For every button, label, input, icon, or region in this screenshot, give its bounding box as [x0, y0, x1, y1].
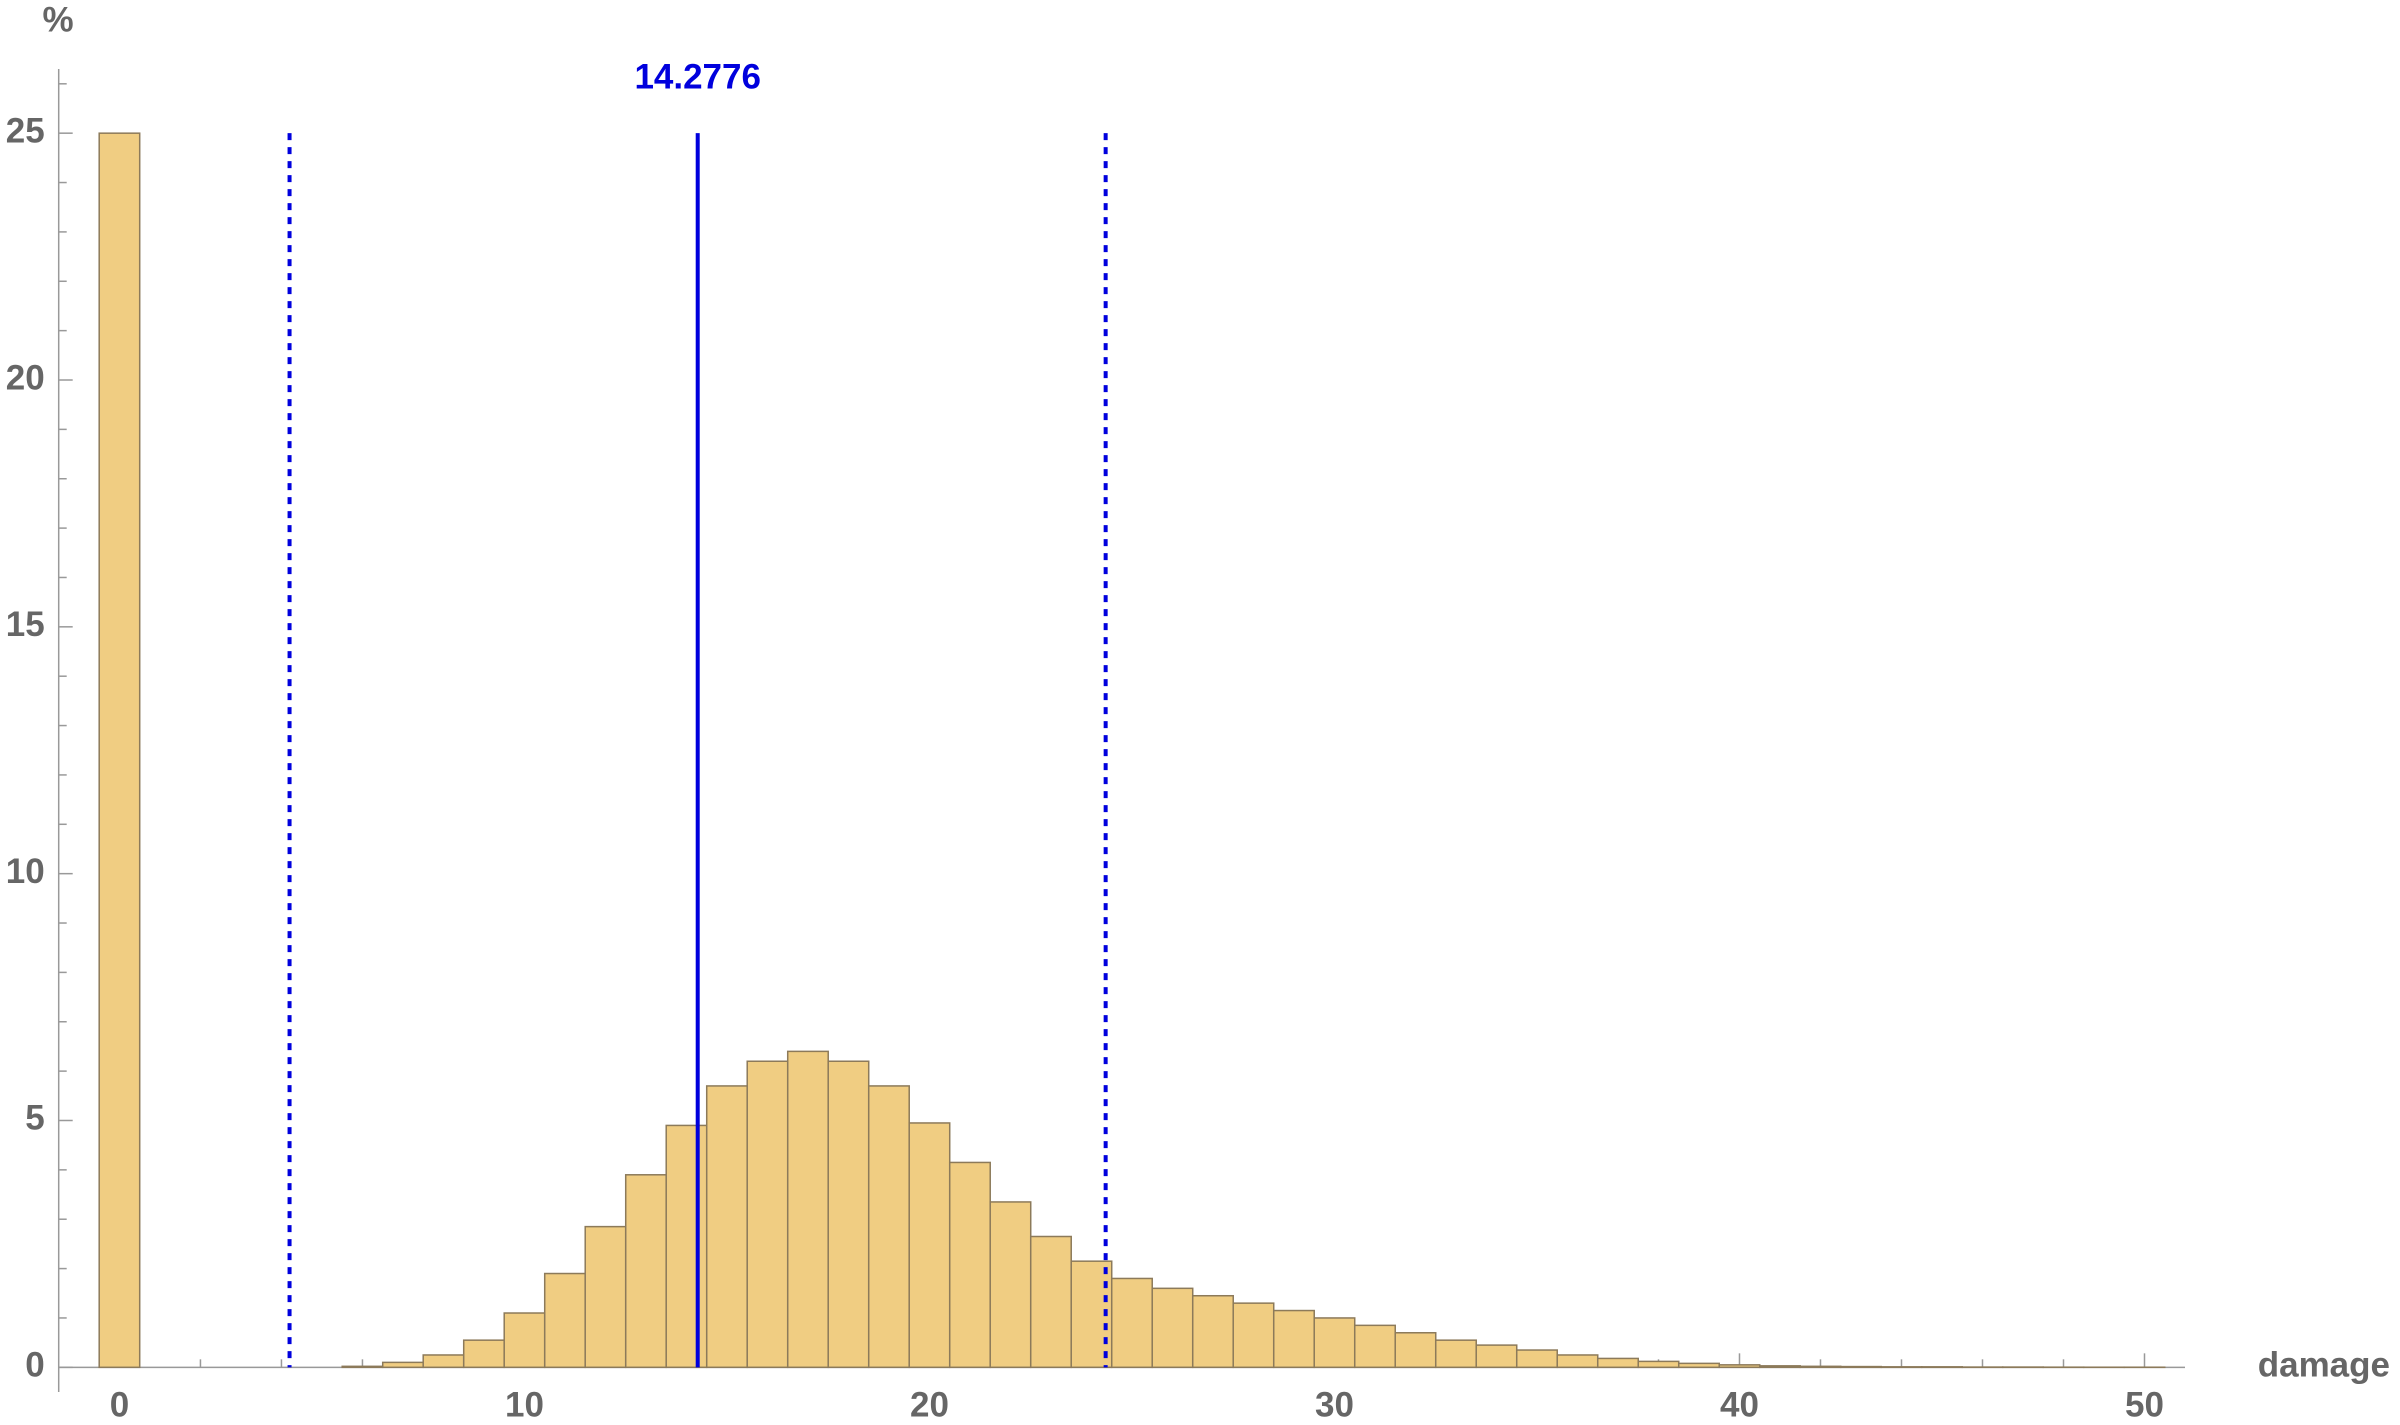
bar [1556, 1354, 1599, 1369]
bar [503, 1312, 546, 1369]
bar [705, 1085, 748, 1369]
bar [867, 1085, 910, 1369]
bar [1394, 1332, 1437, 1369]
x-tick-label: 20 [910, 1386, 949, 1425]
bar [1029, 1235, 1072, 1369]
x-axis-label: damage [2258, 1345, 2390, 1384]
bar [948, 1161, 991, 1369]
y-tick-label: 10 [6, 852, 45, 891]
y-tick-label: 5 [25, 1099, 44, 1138]
bar [1515, 1349, 1558, 1369]
bar [1151, 1287, 1194, 1369]
bar [827, 1060, 870, 1369]
bar [1799, 1365, 1842, 1369]
x-tick-label: 30 [1315, 1386, 1354, 1425]
y-axis-label: % [42, 0, 73, 39]
bar [1718, 1364, 1761, 1369]
bar [786, 1050, 829, 1369]
bar [1434, 1339, 1477, 1369]
bar [98, 132, 141, 1369]
bar [1596, 1357, 1639, 1369]
bar [1313, 1317, 1356, 1369]
bar [1353, 1324, 1396, 1369]
x-tick-label: 50 [2125, 1386, 2164, 1425]
x-tick-label: 40 [1720, 1386, 1759, 1425]
bar [1839, 1365, 1882, 1369]
bar [381, 1361, 424, 1369]
bar [1232, 1302, 1275, 1369]
x-tick-label: 0 [110, 1386, 129, 1425]
bar [908, 1122, 951, 1369]
y-tick-label: 15 [6, 605, 45, 644]
bar [341, 1365, 384, 1369]
bar [624, 1174, 667, 1369]
bar [746, 1060, 789, 1369]
bar [422, 1354, 465, 1369]
bar [1110, 1277, 1153, 1369]
bar [1677, 1362, 1720, 1369]
bar [584, 1225, 627, 1369]
bar [1637, 1360, 1680, 1369]
y-tick-label: 0 [25, 1346, 44, 1385]
bar [989, 1201, 1032, 1369]
x-tick-label: 10 [505, 1386, 544, 1425]
mean-label: 14.2776 [634, 57, 761, 96]
bar [462, 1339, 505, 1369]
bar [1475, 1344, 1518, 1369]
bar [1191, 1294, 1234, 1369]
bar [665, 1124, 708, 1369]
y-tick-label: 20 [6, 358, 45, 397]
bar [1272, 1309, 1315, 1369]
y-tick-label: 25 [6, 111, 45, 150]
bar [543, 1272, 586, 1369]
bar [1758, 1365, 1801, 1369]
